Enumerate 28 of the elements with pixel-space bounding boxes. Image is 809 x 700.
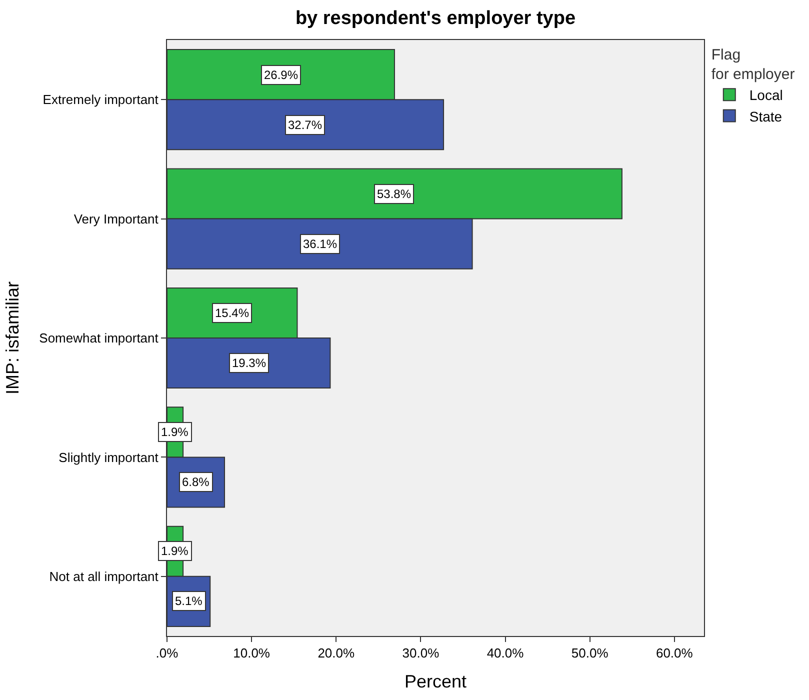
x-tick-label: .0% <box>156 646 179 661</box>
data-label: 1.9% <box>161 425 189 439</box>
x-tick-label: 30.0% <box>402 646 440 661</box>
data-label: 5.1% <box>175 594 203 608</box>
data-label: 15.4% <box>215 306 250 320</box>
y-tick-label: Very Important <box>74 211 159 226</box>
chart-title: by respondent's employer type <box>295 8 576 29</box>
data-label: 6.8% <box>182 475 210 489</box>
x-tick-label: 50.0% <box>571 646 609 661</box>
data-label: 53.8% <box>377 187 412 201</box>
x-tick-label: 40.0% <box>486 646 524 661</box>
x-tick-label: 60.0% <box>656 646 694 661</box>
data-label: 36.1% <box>303 237 338 251</box>
y-tick-label: Somewhat important <box>39 330 159 346</box>
data-label: 32.7% <box>288 118 322 132</box>
legend-label: State <box>749 108 782 124</box>
y-tick-label: Extremely important <box>42 92 159 108</box>
y-axis-title: IMP: isfamiliar <box>2 281 22 395</box>
legend-title: Flag for employer <box>711 46 795 83</box>
x-axis-title: Percent <box>404 672 467 692</box>
data-label: 1.9% <box>161 544 189 558</box>
data-label: 19.3% <box>232 356 266 370</box>
y-tick-label: Not at all important <box>49 568 159 584</box>
data-label: 26.9% <box>264 68 298 82</box>
x-tick-label: 20.0% <box>318 646 355 661</box>
legend-label: Local <box>749 87 783 104</box>
x-tick-label: 10.0% <box>233 646 270 661</box>
y-tick-label: Slightly important <box>58 450 159 465</box>
